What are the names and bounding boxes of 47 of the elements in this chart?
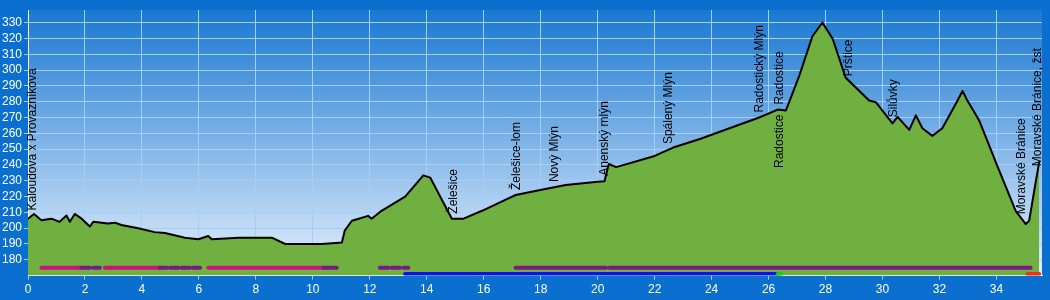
y-tick-label: 290 [1,78,23,93]
x-tick-label: 14 [420,282,434,297]
y-tick-label: 180 [1,252,23,267]
y-tick-label: 310 [1,46,23,61]
x-tick-label: 4 [138,282,146,297]
y-tick-label: 200 [1,220,23,235]
x-tick-label: 12 [363,282,377,297]
x-tick-label: 0 [24,282,32,297]
annotation: Kaloudova x Provazníkova [24,68,39,211]
y-tick-label: 210 [1,204,23,219]
y-tick-label: 230 [1,173,23,188]
x-tick-label: 8 [252,282,260,297]
x-tick-label: 10 [306,282,320,297]
y-tick-label: 220 [1,188,23,203]
annotation: Spálený Mlýn [661,72,676,145]
annotation: Radostický Mlýn [752,25,767,113]
x-tick-label: 16 [477,282,491,297]
x-tick-label: 18 [534,282,548,297]
y-tick-label: 260 [1,125,23,140]
x-tick-label: 32 [932,282,947,297]
y-tick-label: 280 [1,94,23,109]
annotation: Moravské Bránice, žst [1030,47,1045,167]
annotation: Nový Mlýn [547,126,562,183]
y-tick-label: 320 [1,30,23,45]
x-tick-label: 34 [989,282,1004,297]
y-tick-label: 300 [1,62,23,77]
annotation: Prštice [840,39,855,77]
x-tick-label: 30 [875,282,890,297]
y-tick-label: 270 [1,109,23,124]
annotation: Anenský mlýn [597,101,612,176]
x-tick-label: 26 [761,282,776,297]
x-tick-label: 2 [81,282,89,297]
x-tick-label: 20 [590,282,605,297]
annotation: Moravské Bránice [1014,117,1029,215]
x-tick-label: 22 [647,282,662,297]
annotation: Silůvky [886,79,901,118]
annotation: Radostice [772,114,787,168]
annotation: Želešice [445,168,461,214]
y-tick-label: 250 [1,141,23,156]
y-tick-label: 240 [1,157,23,172]
annotation: Želešice-lom [507,121,523,190]
x-tick-label: 24 [704,282,719,297]
annotation: Radostice [772,50,787,105]
y-tick-label: 330 [1,14,23,29]
y-tick-label: 190 [1,236,23,251]
x-tick-label: 6 [195,282,203,297]
x-tick-label: 28 [818,282,833,297]
